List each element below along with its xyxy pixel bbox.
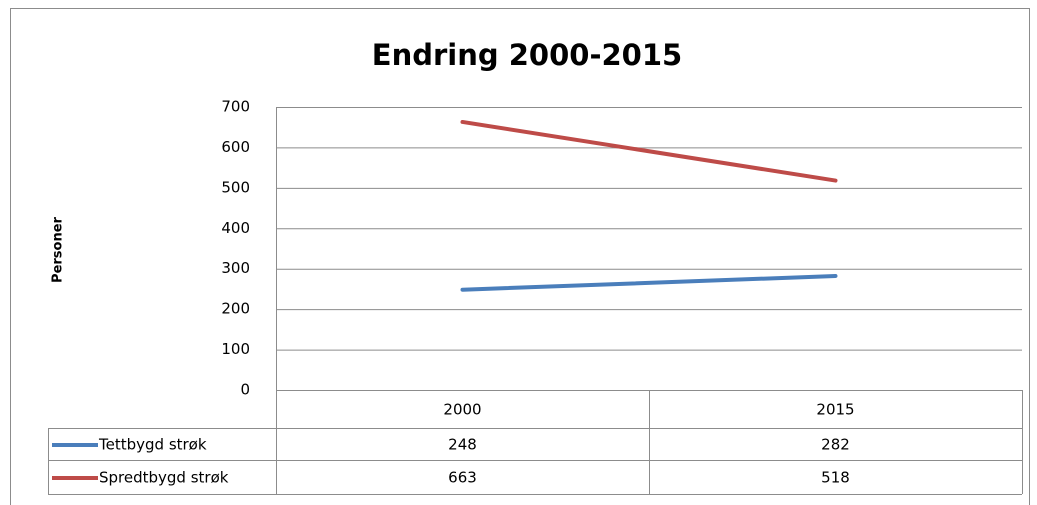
chart-title: Endring 2000-2015 [372,38,682,72]
x-tick-label: 2000 [443,401,481,419]
y-axis-label: Personer [51,216,66,282]
y-tick-label: 300 [221,259,250,277]
chart-frame [10,8,1030,505]
y-tick-label: 100 [221,340,250,358]
y-tick-label: 200 [221,300,250,318]
table-value: 282 [821,436,850,454]
y-tick-label: 500 [221,178,250,196]
legend-label: Tettbygd strøk [98,436,207,454]
table-value: 663 [448,469,477,487]
x-tick-label: 2015 [816,401,854,419]
y-tick-label: 400 [221,219,250,237]
table-value: 518 [821,469,850,487]
legend-label: Spredtbygd strøk [99,469,229,487]
y-tick-label: 0 [240,381,250,399]
y-tick-label: 600 [221,138,250,156]
y-tick-label: 700 [221,98,250,116]
table-value: 248 [448,436,477,454]
series-line [460,119,838,183]
series-line [460,273,838,292]
